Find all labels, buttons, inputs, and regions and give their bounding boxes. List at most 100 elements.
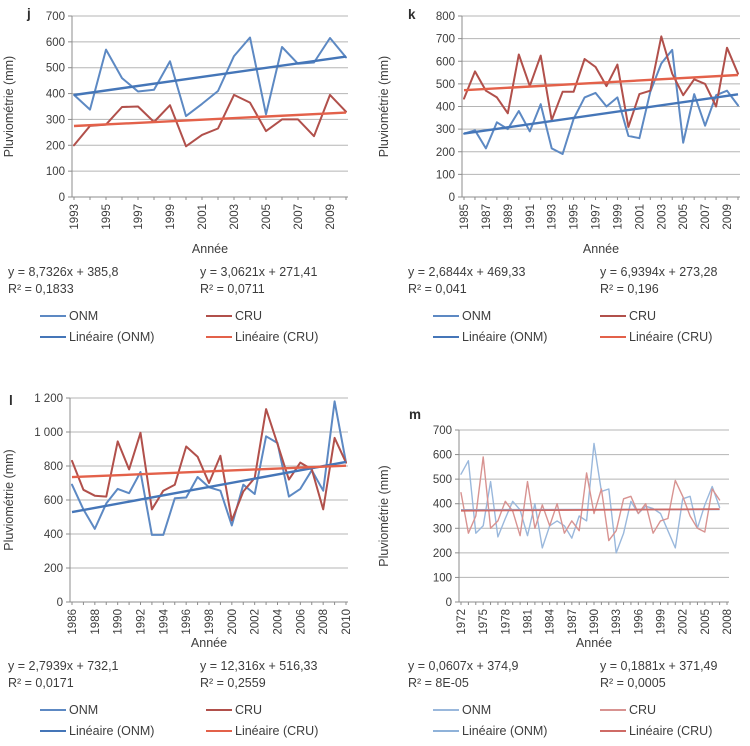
legend-item-lineaire-onm: Linéaire (ONM) xyxy=(433,327,600,348)
svg-text:1987: 1987 xyxy=(481,204,493,230)
lineaire-cru-line-swatch xyxy=(206,336,232,338)
legend-item-cru: CRU xyxy=(600,700,712,721)
svg-text:600: 600 xyxy=(433,450,452,462)
equation-left-formula: y = 2,6844x + 469,33 xyxy=(408,265,526,279)
lineaire-onm-line-swatch xyxy=(433,730,459,732)
legend-label-cru: CRU xyxy=(235,703,263,717)
equation-cru-r2: R² = 0,0711 xyxy=(200,282,265,297)
svg-text:1987: 1987 xyxy=(567,609,579,635)
legend-item-onm: ONM xyxy=(40,700,206,721)
onm-line-swatch xyxy=(40,709,66,711)
svg-text:300: 300 xyxy=(433,523,452,535)
lineaire-cru-line-swatch xyxy=(600,336,626,338)
equation-onm-formula: y = 8,7326x + 385,8 xyxy=(8,265,119,279)
svg-text:200: 200 xyxy=(46,140,65,152)
svg-text:400: 400 xyxy=(44,529,63,541)
svg-text:1996: 1996 xyxy=(633,609,645,635)
legend-label-lineaire-onm: Linéaire (ONM) xyxy=(69,724,155,738)
equation-left-formula: y = 0,0607x + 374,9 xyxy=(408,659,519,673)
onm-line-swatch xyxy=(433,709,459,711)
panel-m: m 0 100 200 300 400 500 600 700 1972 1975 1978 1981… xyxy=(375,380,750,746)
panel-k: k 0 100 200 300 400 500 600 700 800 1985 1987 1989 1… xyxy=(375,0,750,380)
svg-text:2005: 2005 xyxy=(678,204,690,230)
svg-text:1999: 1999 xyxy=(165,204,177,230)
equations-l: y = 2,7939x + 732,1 R² = 0,0171 y = 12,3… xyxy=(0,658,375,693)
svg-text:2010: 2010 xyxy=(341,609,353,635)
svg-text:1997: 1997 xyxy=(133,204,145,230)
svg-text:Pluviométrie (mm): Pluviométrie (mm) xyxy=(377,465,391,566)
svg-text:400: 400 xyxy=(436,102,455,114)
svg-text:100: 100 xyxy=(433,572,452,584)
equation-right-formula: y = 12,316x + 516,33 xyxy=(200,659,318,673)
svg-text:2008: 2008 xyxy=(722,609,734,635)
svg-text:300: 300 xyxy=(436,124,455,136)
cru-line-swatch xyxy=(600,315,626,317)
legend-label-onm: ONM xyxy=(69,703,99,717)
svg-text:2003: 2003 xyxy=(656,204,668,230)
svg-text:1990: 1990 xyxy=(589,609,601,635)
equation-right-formula: y = 6,9394x + 273,28 xyxy=(600,265,718,279)
legend-item-cru: CRU xyxy=(600,306,712,327)
legend-item-lineaire-onm: Linéaire (ONM) xyxy=(40,721,206,742)
legend-item-lineaire-cru: Linéaire (CRU) xyxy=(206,327,318,348)
legend-label-cru: CRU xyxy=(235,309,263,323)
legend-item-lineaire-onm: Linéaire (ONM) xyxy=(433,721,600,742)
legend-item-lineaire-cru: Linéaire (CRU) xyxy=(206,721,318,742)
svg-text:2001: 2001 xyxy=(634,204,646,230)
svg-text:1995: 1995 xyxy=(101,204,113,230)
svg-text:100: 100 xyxy=(436,169,455,181)
svg-text:1993: 1993 xyxy=(611,609,623,635)
chart-j: 0 100 200 300 400 500 600 700 1993 1995 1997 1999 20… xyxy=(0,0,375,258)
legend-label-lineaire-onm: Linéaire (ONM) xyxy=(462,330,548,344)
legend-label-onm: ONM xyxy=(462,703,492,717)
lineaire-cru-line-swatch xyxy=(600,730,626,732)
svg-text:800: 800 xyxy=(436,11,455,23)
equation-onm-r2: R² = 0,1833 xyxy=(8,282,74,297)
svg-text:1991: 1991 xyxy=(525,204,537,230)
legend-item-lineaire-cru: Linéaire (CRU) xyxy=(600,327,712,348)
onm-line-swatch xyxy=(40,315,66,317)
svg-text:2002: 2002 xyxy=(250,609,262,635)
legend-k: ONM Linéaire (ONM) CRU Linéaire (CRU) xyxy=(375,306,750,348)
svg-text:700: 700 xyxy=(436,34,455,46)
svg-text:1993: 1993 xyxy=(69,204,81,230)
svg-text:1972: 1972 xyxy=(456,609,468,635)
legend-label-lineaire-cru: Linéaire (CRU) xyxy=(629,330,713,344)
svg-text:2005: 2005 xyxy=(700,609,712,635)
panel-label-m: m xyxy=(409,407,422,422)
panel-label-k: k xyxy=(408,7,416,22)
legend-label-onm: ONM xyxy=(69,309,99,323)
equations-k: y = 2,6844x + 469,33 R² = 0,041 y = 6,93… xyxy=(375,264,750,299)
svg-text:1988: 1988 xyxy=(90,609,102,635)
legend-label-lineaire-cru: Linéaire (CRU) xyxy=(235,330,319,344)
svg-text:2009: 2009 xyxy=(722,204,734,230)
svg-text:2004: 2004 xyxy=(273,608,285,634)
svg-text:2001: 2001 xyxy=(197,204,209,230)
svg-text:2007: 2007 xyxy=(293,204,305,230)
legend-item-onm: ONM xyxy=(433,306,600,327)
svg-text:Pluviométrie (mm): Pluviométrie (mm) xyxy=(2,56,16,157)
svg-text:0: 0 xyxy=(59,192,65,204)
svg-text:1 000: 1 000 xyxy=(34,427,63,439)
svg-text:1984: 1984 xyxy=(545,608,557,634)
svg-text:500: 500 xyxy=(433,474,452,486)
svg-text:1999: 1999 xyxy=(656,609,668,635)
svg-text:400: 400 xyxy=(46,89,65,101)
svg-text:Année: Année xyxy=(192,242,228,256)
legend-label-lineaire-onm: Linéaire (ONM) xyxy=(69,330,155,344)
lineaire-onm-line-swatch xyxy=(40,730,66,732)
legend-item-cru: CRU xyxy=(206,306,318,327)
equation-right-formula: y = 0,1881x + 371,49 xyxy=(600,659,718,673)
svg-text:2000: 2000 xyxy=(227,609,239,635)
equations-m: y = 0,0607x + 374,9 R² = 8E-05 y = 0,188… xyxy=(375,658,750,693)
legend-l: ONM Linéaire (ONM) CRU Linéaire (CRU) xyxy=(0,700,375,742)
svg-text:700: 700 xyxy=(46,11,65,23)
legend-j: ONM Linéaire (ONM) CRU Linéaire (CRU) xyxy=(0,306,375,348)
legend-label-lineaire-onm: Linéaire (ONM) xyxy=(462,724,548,738)
svg-text:600: 600 xyxy=(436,56,455,68)
panel-l: l 0 200 400 600 800 1 000 1 200 1986 1988 1990 199… xyxy=(0,380,375,746)
equation-left-r2: R² = 0,0171 xyxy=(8,676,74,691)
panel-label-l: l xyxy=(9,393,13,408)
legend-label-lineaire-cru: Linéaire (CRU) xyxy=(629,724,713,738)
svg-text:2006: 2006 xyxy=(295,609,307,635)
